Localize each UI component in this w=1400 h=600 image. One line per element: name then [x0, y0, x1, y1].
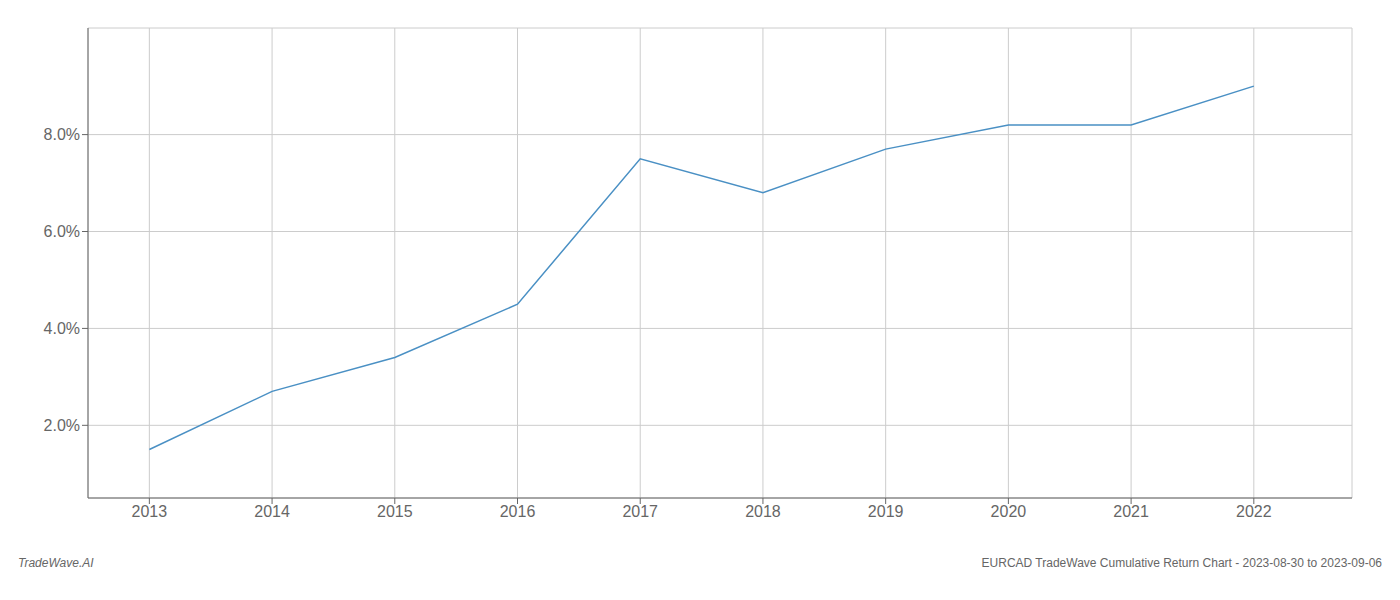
svg-text:2014: 2014	[254, 503, 290, 520]
svg-text:2022: 2022	[1236, 503, 1272, 520]
svg-text:2019: 2019	[868, 503, 904, 520]
svg-text:8.0%: 8.0%	[44, 126, 80, 143]
svg-text:2013: 2013	[132, 503, 168, 520]
svg-text:4.0%: 4.0%	[44, 320, 80, 337]
svg-text:2015: 2015	[377, 503, 413, 520]
svg-text:2017: 2017	[622, 503, 658, 520]
html-text:TradeWave.AI: TradeWave.AI	[18, 556, 94, 570]
svg-text:2018: 2018	[745, 503, 781, 520]
svg-text:2021: 2021	[1113, 503, 1149, 520]
html-text:EURCAD TradeWave Cumulative Re: EURCAD TradeWave Cumulative Return Chart…	[981, 556, 1382, 570]
svg-text:2020: 2020	[991, 503, 1027, 520]
svg-text:2.0%: 2.0%	[44, 417, 80, 434]
svg-text:6.0%: 6.0%	[44, 223, 80, 240]
svg-text:2016: 2016	[500, 503, 536, 520]
